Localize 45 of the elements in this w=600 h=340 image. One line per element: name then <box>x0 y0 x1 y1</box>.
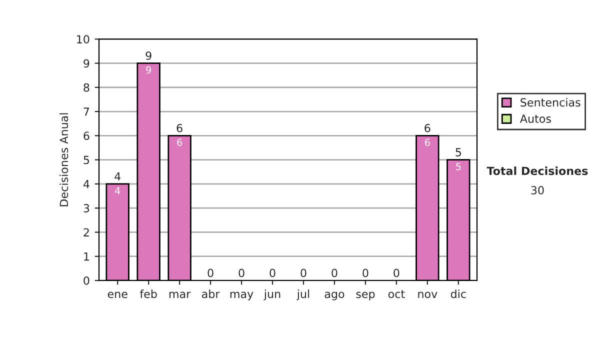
total-label: 0 <box>332 268 338 278</box>
x-tick-label: sep <box>356 292 375 300</box>
y-tick-label: 3 <box>84 204 90 212</box>
y-axis-title: Decisiones Anual <box>60 113 68 206</box>
y-tick-label: 0 <box>84 276 90 285</box>
total-label: 0 <box>238 268 244 278</box>
total-label: 0 <box>270 268 276 278</box>
y-tick-label: 8 <box>84 83 90 92</box>
x-tick-label: jun <box>264 290 280 300</box>
text: Total Decisiones <box>486 166 588 176</box>
y-tick-label: 1 <box>84 252 89 261</box>
data-label: 9 <box>146 66 151 74</box>
total-label: 4 <box>114 172 120 180</box>
x-tick-label: ene <box>108 292 128 298</box>
text: 30 <box>531 186 544 194</box>
data-label: 6 <box>425 138 430 146</box>
y-tick-label: 4 <box>83 180 90 188</box>
total-label: 5 <box>456 148 461 156</box>
total-label: 6 <box>176 124 182 132</box>
y-tick-label: 2 <box>84 228 89 236</box>
x-tick-label: abr <box>202 290 220 298</box>
y-tick-label: 6 <box>84 132 90 140</box>
total-label: 0 <box>362 268 368 278</box>
legend-label: Sentencias <box>520 98 580 107</box>
data-label: 5 <box>456 162 461 170</box>
x-tick-label: may <box>230 292 254 300</box>
x-tick-label: oct <box>388 290 405 298</box>
total-label: 6 <box>424 124 430 132</box>
y-tick-label: 7 <box>84 108 90 116</box>
y-tick-label: 9 <box>84 59 90 68</box>
x-tick-label: feb <box>140 290 157 298</box>
total-label: 0 <box>394 268 400 278</box>
y-tick-label: 10 <box>77 35 90 44</box>
data-label: 6 <box>177 138 182 146</box>
x-tick-label: jul <box>296 290 310 300</box>
total-label: 0 <box>300 268 306 278</box>
x-tick-label: dic <box>450 290 466 298</box>
y-tick-label: 5 <box>84 156 89 164</box>
total-label: 9 <box>146 51 152 60</box>
data-label: 4 <box>114 187 120 194</box>
x-tick-label: mar <box>169 292 191 298</box>
legend-label: Autos <box>520 114 551 123</box>
x-tick-label: ago <box>324 292 344 300</box>
x-tick-label: nov <box>418 292 438 298</box>
total-label: 0 <box>208 268 214 278</box>
